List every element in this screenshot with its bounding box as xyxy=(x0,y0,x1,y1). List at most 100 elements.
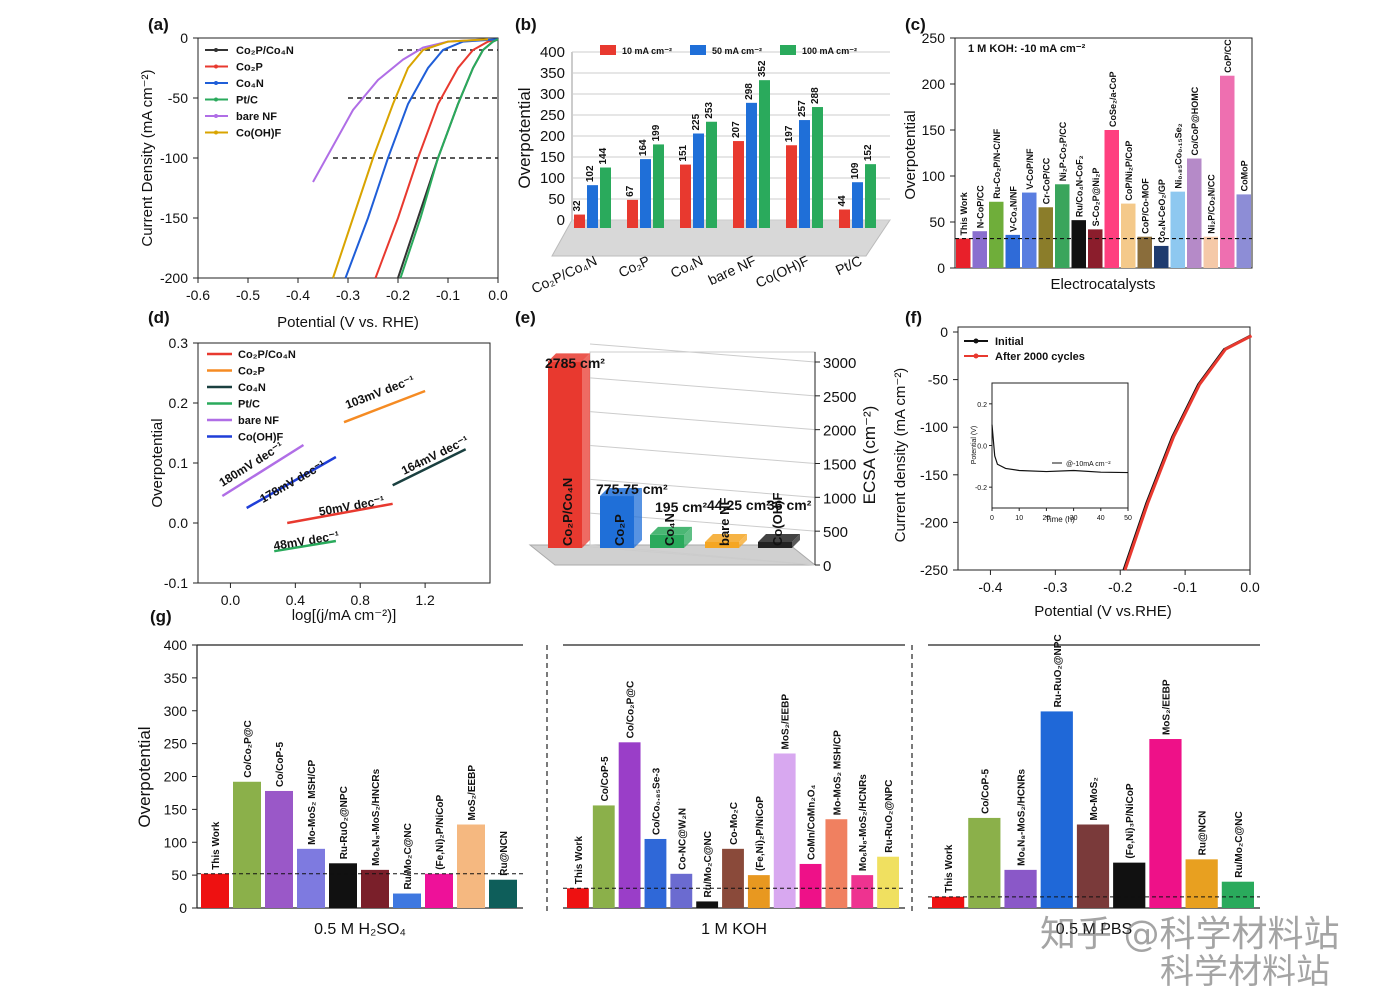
bar xyxy=(393,893,421,908)
bar-label: MoS₂/EEBP xyxy=(1161,679,1172,735)
bar-label: Cr-CoP/CC xyxy=(1042,157,1052,204)
bar xyxy=(489,879,517,908)
bar xyxy=(592,805,615,908)
bar-label: Ru-RuO₂@NPC xyxy=(884,780,895,853)
legend-label: Co(OH)F xyxy=(236,128,281,140)
bar xyxy=(1187,158,1202,268)
category-label: Co(OH)F xyxy=(753,252,811,290)
bar xyxy=(877,856,899,908)
tafel-slope-label: 178mV dec⁻¹ xyxy=(257,457,327,505)
bar xyxy=(773,753,796,908)
legend-swatch xyxy=(600,45,616,55)
y-tick-label: 3000 xyxy=(823,355,856,372)
panel-c-label: (c) xyxy=(905,15,926,34)
legend-label: Co₂P/Co₄N xyxy=(238,349,296,361)
y-tick-label: 1000 xyxy=(823,490,856,507)
fit-line xyxy=(343,389,426,424)
bar xyxy=(746,102,757,228)
bar xyxy=(1038,207,1053,268)
bar-label: Ru-Co₂P/N-C/NF xyxy=(992,128,1002,198)
bar xyxy=(640,159,651,228)
x-tick-label: -0.6 xyxy=(186,287,210,303)
value-label: 2785 cm² xyxy=(545,355,605,371)
bar-label: (Fe,Ni)₃P/NiCoP xyxy=(1125,783,1136,859)
bar-label: MoS₂/EEBP xyxy=(467,765,478,821)
tafel-slope-label: 50mV dec⁻¹ xyxy=(318,493,386,519)
inset-x-tick-label: 10 xyxy=(1015,515,1023,522)
x-tick-label: 0.0 xyxy=(221,592,241,608)
y-tick-label: 200 xyxy=(164,769,188,785)
bar xyxy=(600,167,611,228)
panel-b-label: (b) xyxy=(515,15,537,34)
y-axis-label: Current density (mA cm⁻²) xyxy=(892,368,909,543)
bar xyxy=(956,238,971,268)
legend-marker xyxy=(214,64,218,69)
bar xyxy=(865,164,876,228)
bar xyxy=(1121,203,1136,268)
y-tick-label: 50 xyxy=(929,214,945,230)
y-tick-label: 0.1 xyxy=(169,455,189,471)
data-label: 151 xyxy=(678,144,689,161)
y-tick-label: -250 xyxy=(920,562,948,578)
bar xyxy=(839,209,850,228)
legend-label: Co₂P xyxy=(238,366,265,378)
bar xyxy=(1220,75,1235,268)
panel-e-label: (e) xyxy=(515,308,536,327)
inset-y-tick-label: -0.2 xyxy=(975,485,987,492)
bar-label: Co/Co₀.₈₅Se-3 xyxy=(651,767,662,835)
x-tick-label: 0.8 xyxy=(350,592,370,608)
bar xyxy=(1040,711,1073,908)
x-tick-label: -0.2 xyxy=(386,287,410,303)
legend-label: Co₂P/Co₄N xyxy=(236,45,294,57)
tafel-slope-label: 164mV dec⁻¹ xyxy=(399,433,471,478)
data-label: 352 xyxy=(757,60,768,77)
bar-label: S-Co₂P@Ni₂P xyxy=(1091,168,1101,227)
legend-label: Co(OH)F xyxy=(238,432,283,444)
bar-side xyxy=(739,534,747,548)
y-tick-label: -50 xyxy=(168,90,188,106)
bar-label: Mo₆N₈-MoS₂/HCNRs xyxy=(858,774,869,871)
x-tick-label: -0.1 xyxy=(1173,579,1197,595)
series-line xyxy=(1123,334,1253,571)
bar xyxy=(644,838,667,908)
y-tick-label: 400 xyxy=(540,44,565,61)
y-tick-label: -50 xyxy=(928,372,948,388)
legend-label: 50 mA cm⁻² xyxy=(712,46,762,56)
bar-label: Mo-MoS₂ xyxy=(1089,777,1100,820)
bar-label: Ni₂P-Co₂P/CC xyxy=(1058,121,1068,181)
bar-side xyxy=(582,353,590,548)
bar-category-label: Co₂P/Co₄N xyxy=(560,478,575,546)
legend-label: Co₂P xyxy=(236,62,263,74)
bar-label: This Work xyxy=(959,191,969,235)
bar xyxy=(1071,220,1086,268)
bar xyxy=(1088,229,1103,268)
bar-label: CoP/Co-MOF xyxy=(1141,178,1151,234)
bar-label: CoSe₂/a-CoP xyxy=(1108,71,1118,127)
bar xyxy=(989,201,1004,268)
bar xyxy=(1104,130,1119,268)
y-tick-label: 200 xyxy=(540,128,565,145)
bar-label: Co/Co₂P@C xyxy=(626,681,637,739)
bar xyxy=(1137,236,1152,268)
bar xyxy=(733,141,744,228)
bar xyxy=(851,875,874,908)
inset-y-tick-label: 0.0 xyxy=(977,444,987,451)
bar xyxy=(696,901,719,908)
fit-line xyxy=(286,502,393,525)
value-label: 195 cm² xyxy=(655,499,707,515)
value-label: 775.75 cm² xyxy=(596,481,668,497)
bar xyxy=(693,133,704,228)
bar xyxy=(747,875,770,908)
y-tick-label: 50 xyxy=(171,867,187,883)
bar-label: Co/Co₂P@C xyxy=(243,720,254,778)
bar xyxy=(627,199,638,228)
tafel-slope-label: 103mV dec⁻¹ xyxy=(343,373,416,412)
bar xyxy=(825,819,848,908)
bar xyxy=(618,742,641,908)
y-tick-label: 500 xyxy=(823,524,848,541)
bar-label: Ru/Mo₂C@NC xyxy=(703,831,714,897)
group-label: 0.5 M PBS xyxy=(1056,921,1132,938)
y-tick-label: 400 xyxy=(164,637,188,653)
bar-label: Co-NC@W₂N xyxy=(677,808,688,870)
legend-label: bare NF xyxy=(238,415,279,427)
